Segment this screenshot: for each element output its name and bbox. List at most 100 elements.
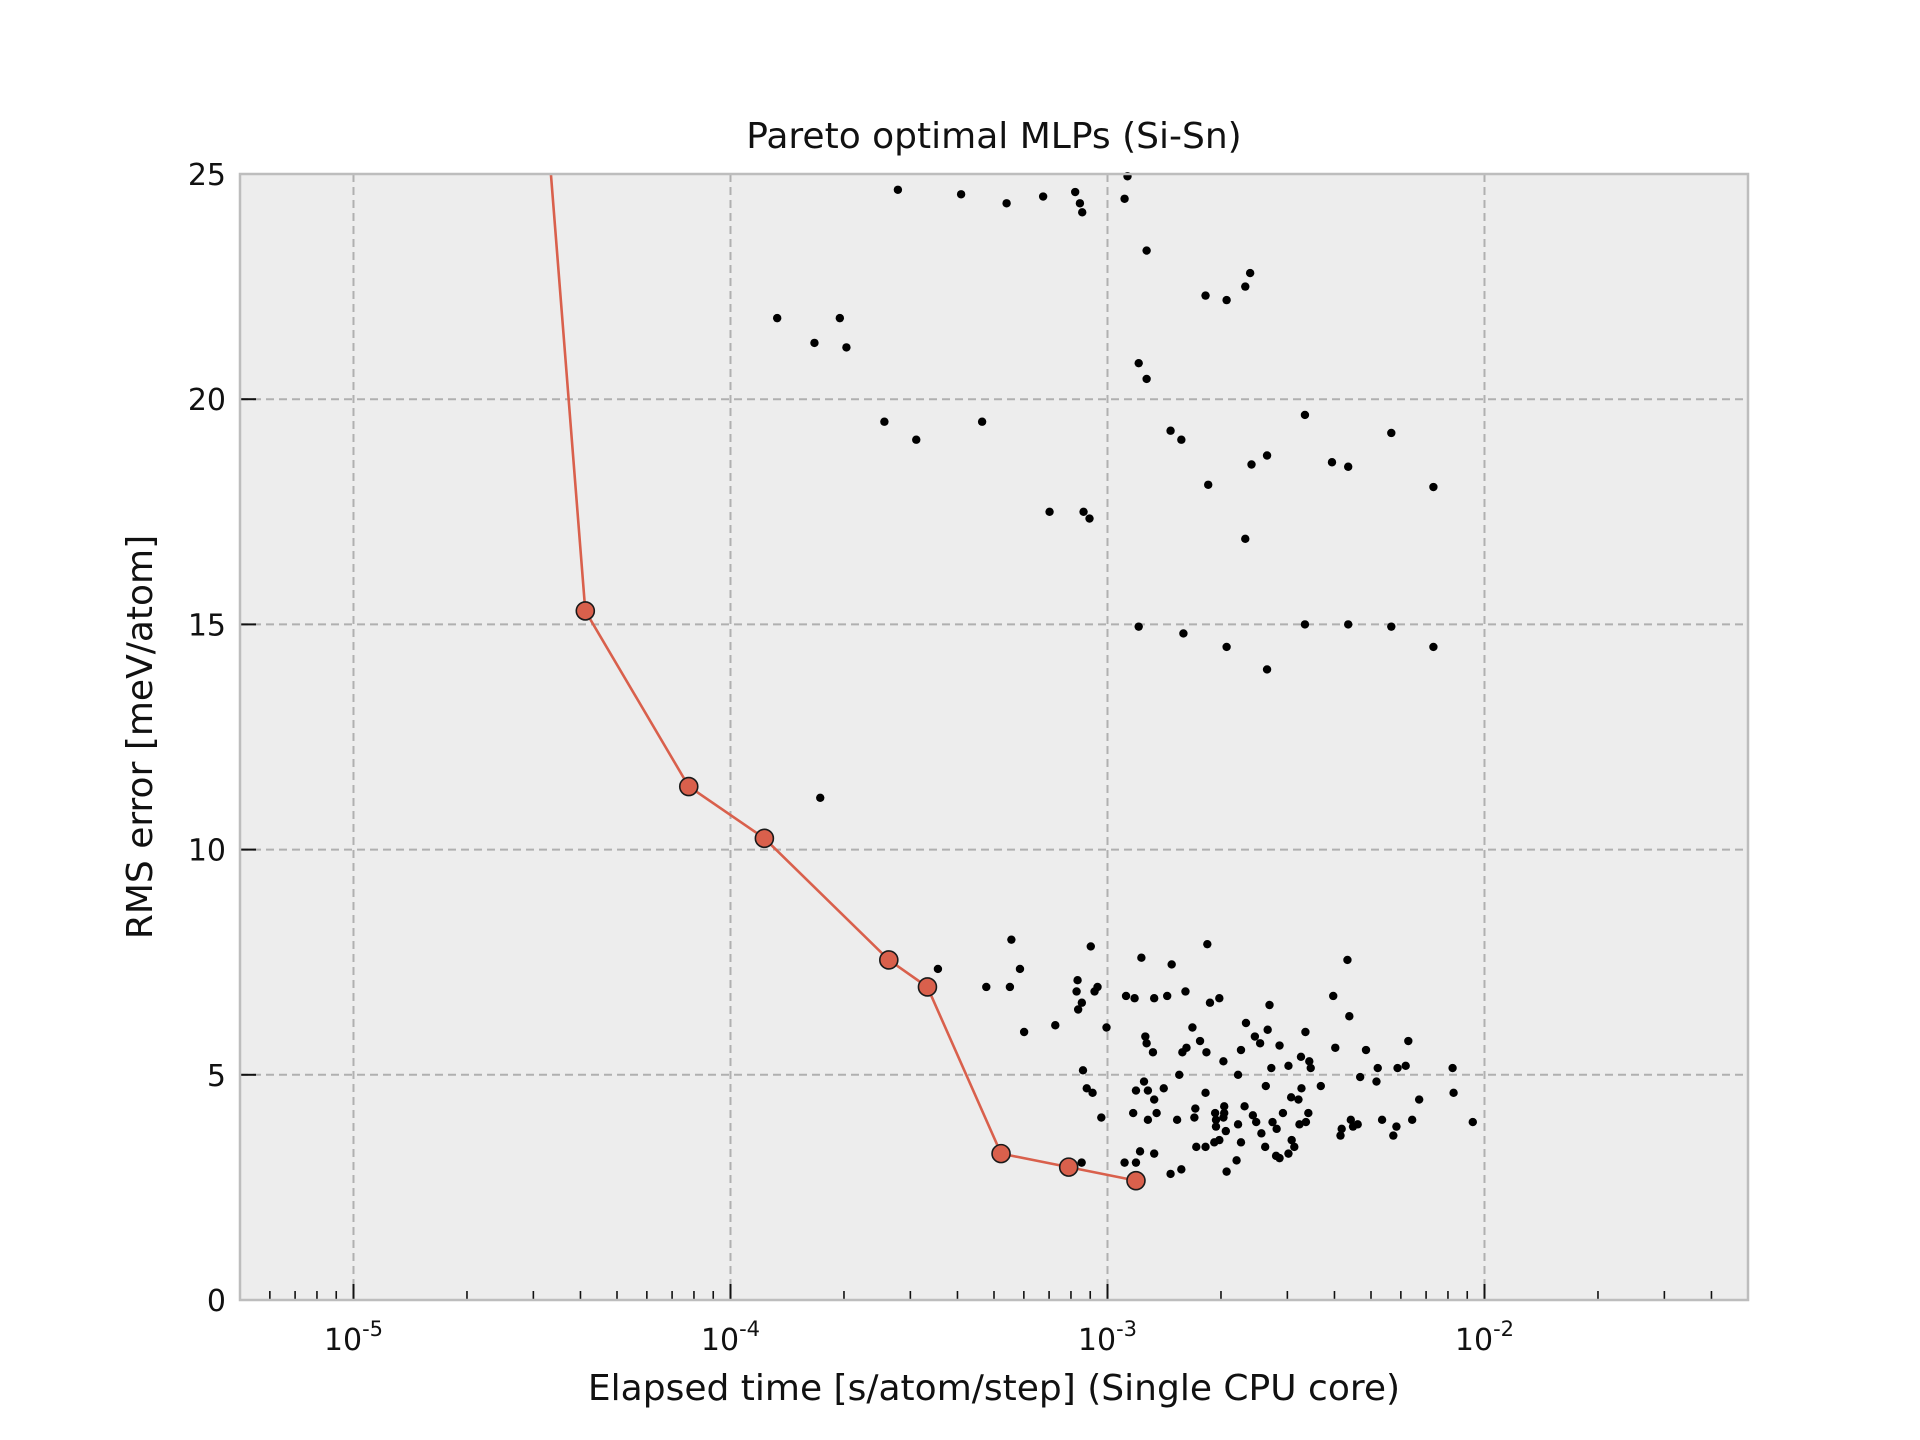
data-point — [1387, 622, 1396, 631]
y-tick-label: 15 — [188, 608, 226, 643]
data-point — [1236, 1138, 1246, 1147]
data-point — [1346, 1115, 1356, 1125]
plot-area — [240, 174, 1748, 1300]
data-point — [1188, 1023, 1197, 1032]
data-point — [1162, 991, 1172, 1001]
data-point — [1393, 1063, 1402, 1073]
data-point — [1305, 1057, 1314, 1066]
x-tick-labels: 10-5 10-4 10-3 10-2 — [324, 1317, 1514, 1358]
data-point — [933, 964, 943, 974]
pareto-marker — [1126, 1170, 1146, 1191]
data-point — [1120, 194, 1129, 203]
data-point — [1177, 1165, 1186, 1174]
data-point — [1262, 665, 1272, 674]
data-point — [1079, 507, 1088, 516]
data-point — [835, 313, 845, 323]
data-point — [1211, 1115, 1221, 1125]
data-point — [1166, 1169, 1175, 1179]
data-point — [1222, 295, 1231, 305]
data-point — [1135, 1147, 1145, 1156]
x-tick-base: 10 — [1455, 1323, 1493, 1358]
data-point — [1220, 1102, 1229, 1111]
data-point — [1202, 1048, 1211, 1057]
data-point — [1407, 1115, 1417, 1125]
data-point — [1241, 1018, 1251, 1028]
data-point — [1142, 1039, 1151, 1048]
data-point — [1019, 1027, 1029, 1037]
data-point — [1245, 268, 1255, 278]
data-point — [1284, 1149, 1293, 1158]
chart-title: Pareto optimal MLPs (Si-Sn) — [746, 116, 1241, 157]
data-point — [1073, 976, 1082, 985]
data-point — [1268, 1117, 1277, 1127]
data-point — [1149, 1095, 1159, 1104]
data-point — [1275, 1041, 1284, 1050]
data-point — [1128, 1108, 1138, 1118]
data-point — [1005, 982, 1015, 992]
data-point — [1201, 1142, 1210, 1152]
data-point — [1316, 1081, 1326, 1091]
data-point — [1201, 1088, 1210, 1098]
x-tick-exponent: -3 — [1116, 1317, 1137, 1341]
data-point — [1294, 1095, 1303, 1104]
data-point — [1192, 1142, 1201, 1152]
data-point — [1038, 192, 1048, 201]
y-tick-label: 0 — [207, 1284, 226, 1319]
data-point — [1097, 1113, 1106, 1122]
data-point — [1304, 1108, 1313, 1118]
x-axis-label: Elapsed time [s/atom/step] (Single CPU c… — [588, 1368, 1400, 1409]
data-point — [1077, 998, 1087, 1007]
data-point — [1182, 1043, 1191, 1052]
data-point — [842, 343, 851, 352]
x-tick-label: 10-4 — [701, 1317, 760, 1358]
data-point — [1247, 460, 1256, 469]
data-point — [1257, 1129, 1266, 1138]
data-point — [1284, 1061, 1293, 1070]
data-point — [1262, 451, 1272, 460]
data-point — [1414, 1095, 1424, 1104]
x-tick-exponent: -4 — [739, 1317, 760, 1341]
data-point — [1077, 1158, 1086, 1167]
data-point — [1300, 410, 1310, 420]
y-tick-label: 5 — [207, 1059, 226, 1094]
data-point — [1051, 1021, 1060, 1030]
data-point — [1210, 1138, 1219, 1147]
data-point — [1152, 1108, 1161, 1118]
data-point — [1143, 1115, 1153, 1125]
data-point — [1241, 282, 1250, 291]
data-point — [1404, 1036, 1413, 1046]
pareto-marker — [575, 601, 596, 621]
data-point — [1130, 994, 1139, 1003]
pareto-marker — [991, 1143, 1011, 1164]
data-point — [1353, 1120, 1362, 1129]
x-tick-label: 10-2 — [1455, 1317, 1514, 1358]
data-point — [1265, 1000, 1274, 1010]
data-point — [1078, 1066, 1088, 1075]
x-tick-base: 10 — [324, 1323, 362, 1358]
x-tick-base: 10 — [1078, 1323, 1116, 1358]
data-point — [1271, 1151, 1281, 1161]
data-point — [1141, 1032, 1150, 1041]
data-point — [1015, 964, 1025, 974]
data-point — [1181, 987, 1190, 996]
data-point — [1121, 991, 1131, 1001]
data-point — [1251, 1117, 1261, 1127]
y-tick-label: 10 — [188, 834, 226, 869]
data-point — [1429, 642, 1438, 652]
data-point — [956, 190, 966, 199]
data-point — [1177, 435, 1186, 444]
data-point — [1195, 1036, 1205, 1046]
data-point — [1205, 998, 1215, 1007]
data-point — [1075, 199, 1085, 208]
data-point — [1236, 1045, 1246, 1055]
data-point — [1210, 1108, 1220, 1118]
data-point — [1222, 642, 1231, 652]
data-point — [1203, 939, 1212, 949]
data-point — [1134, 358, 1143, 368]
data-point — [1286, 1093, 1296, 1102]
y-axis-label: RMS error [meV/atom] — [120, 535, 161, 939]
data-point — [810, 338, 819, 348]
data-point — [1468, 1117, 1477, 1127]
data-point — [1263, 1025, 1272, 1034]
data-point — [1278, 1108, 1288, 1118]
